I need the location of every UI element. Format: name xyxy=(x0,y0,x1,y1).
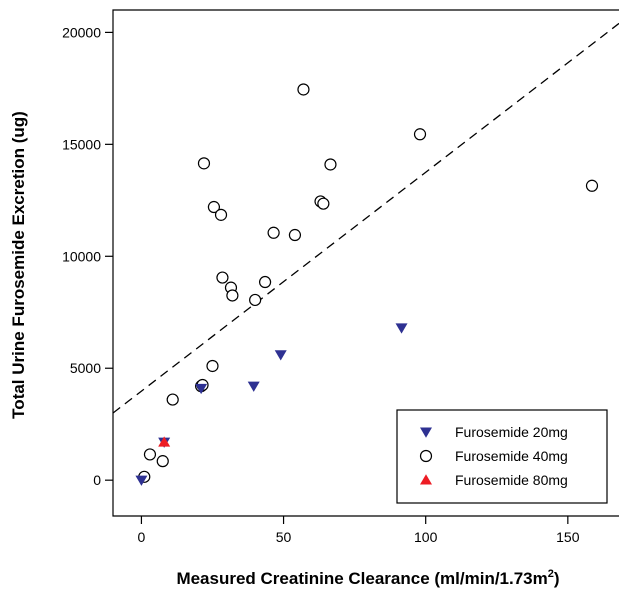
x-tick-label: 0 xyxy=(138,529,146,545)
reference-line xyxy=(113,22,619,414)
data-point xyxy=(267,226,280,239)
data-point xyxy=(226,289,239,302)
legend-label: Furosemide 80mg xyxy=(455,472,568,488)
x-tick-label: 50 xyxy=(276,529,292,545)
data-point xyxy=(249,293,262,307)
y-tick-label: 5000 xyxy=(70,360,101,376)
data-point xyxy=(197,157,211,170)
data-point xyxy=(324,158,337,171)
data-point xyxy=(297,83,310,96)
data-point xyxy=(135,475,148,486)
y-tick-label: 15000 xyxy=(62,136,101,152)
y-axis-title: Total Urine Furosemide Excretion (ug) xyxy=(9,111,28,419)
data-point xyxy=(317,197,330,210)
data-point xyxy=(195,383,208,395)
y-tick-label: 0 xyxy=(93,472,101,488)
legend-marker xyxy=(420,474,432,485)
x-axis-title: Measured Creatinine Clearance (ml/min/1.… xyxy=(176,568,559,588)
x-axis-title-main: Measured Creatinine Clearance (ml/min/1.… xyxy=(176,569,547,588)
data-point xyxy=(156,455,169,468)
legend-marker xyxy=(419,449,433,463)
plot-frame xyxy=(112,9,619,517)
data-point xyxy=(214,208,228,221)
y-tick-label: 10000 xyxy=(62,248,101,264)
data-point xyxy=(395,323,408,334)
data-point xyxy=(274,350,287,361)
x-tick-label: 150 xyxy=(556,529,580,545)
legend-marker xyxy=(420,427,432,438)
axis-layer: 0 50 100 150 0 5000 10000 15000 20000 xyxy=(62,9,619,545)
y-tick-label: 20000 xyxy=(62,24,101,40)
data-point xyxy=(143,448,157,461)
x-tick-label: 100 xyxy=(414,529,438,545)
data-point xyxy=(258,275,272,289)
data-point xyxy=(207,200,221,214)
data-point xyxy=(288,228,302,242)
data-point xyxy=(216,271,229,284)
legend-label: Furosemide 40mg xyxy=(455,448,568,464)
data-point xyxy=(247,381,260,392)
data-point xyxy=(413,128,427,141)
legend: Furosemide 20mg Furosemide 40mg Furosemide… xyxy=(396,409,608,504)
x-axis-title-close: ) xyxy=(554,569,560,588)
data-point xyxy=(166,393,179,406)
data-point xyxy=(206,359,219,373)
x-axis-title-superscript: 2 xyxy=(548,568,554,580)
data-point xyxy=(158,436,171,447)
plot-layer xyxy=(113,22,619,486)
legend-label: Furosemide 20mg xyxy=(455,424,568,440)
data-point xyxy=(585,179,599,192)
